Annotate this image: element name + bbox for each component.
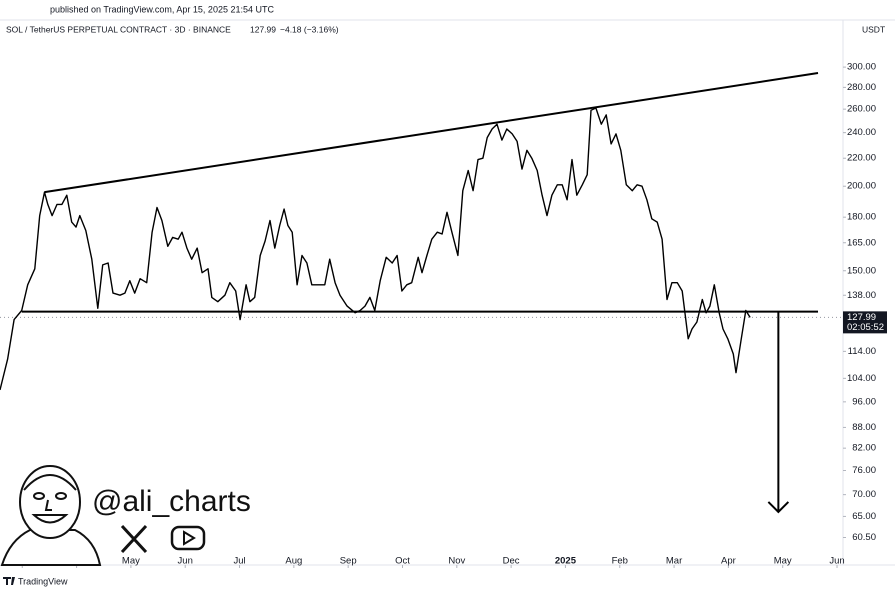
x-tick-label: Oct (395, 556, 410, 567)
y-tick-label: 150.00 (847, 265, 876, 276)
avatar-eye (55, 492, 67, 500)
avatar-smile (31, 514, 69, 524)
x-tick-label: Dec (503, 556, 520, 567)
y-tick-label: 240.00 (847, 127, 876, 138)
last-price: 127.99 (250, 24, 276, 34)
y-tick-label: 88.00 (852, 422, 876, 433)
y-tick-label: 180.00 (847, 212, 876, 223)
youtube-play (183, 530, 196, 546)
x-tick-label: 2025 (555, 556, 577, 567)
y-tick-label: 65.00 (852, 511, 876, 522)
x-tick-label: Feb (612, 556, 628, 567)
tv-logo (3, 577, 15, 585)
plot (0, 72, 843, 514)
y-tick-label: 165.00 (847, 237, 876, 248)
price-change: −4.18 (−3.16%) (280, 24, 339, 34)
y-tick-label: 300.00 (847, 62, 876, 73)
x-tick-label: Jun (178, 556, 193, 567)
x-tick-label: Apr (721, 556, 736, 567)
y-tick-label: 70.00 (852, 489, 876, 500)
x-tick-label: Jul (233, 556, 245, 567)
price-label: 127.99 (847, 312, 876, 323)
watermark: @ali_charts (0, 465, 251, 566)
trendline (44, 72, 819, 194)
avatar-hair (23, 474, 77, 491)
price-label-box (843, 311, 887, 334)
y-tick-label: 200.00 (847, 181, 876, 192)
y-tick-label: 280.00 (847, 82, 876, 93)
y-tick-label: 260.00 (847, 104, 876, 115)
y-tick-label: 82.00 (852, 443, 876, 454)
y-tick-label: 220.00 (847, 153, 876, 164)
y-tick-label: 96.00 (852, 396, 876, 407)
avatar-shoulders (0, 529, 102, 566)
x-tick-label: Nov (448, 556, 465, 567)
currency: USDT (862, 24, 885, 34)
avatar (0, 465, 102, 566)
avatar-head (19, 465, 81, 539)
x-tick-label: Mar (666, 556, 682, 567)
arrow-head (767, 501, 790, 514)
y-tick-label: 114.00 (848, 346, 876, 357)
avatar-nose (44, 499, 52, 511)
y-tick-label: 60.50 (852, 532, 876, 543)
price-line (0, 107, 751, 391)
published-note: published on TradingView.com, Apr 15, 20… (50, 4, 274, 14)
avatar-eye (33, 492, 45, 500)
youtube-icon (170, 525, 206, 551)
watermark-handle: @ali_charts (92, 485, 251, 518)
y-tick-label: 104.00 (847, 373, 876, 384)
y-tick-label: 138.00 (847, 290, 876, 301)
x-tick-label: Aug (285, 556, 302, 567)
x-tick-label: May (774, 556, 792, 567)
x-icon (120, 524, 148, 554)
brand: TradingView (18, 576, 68, 586)
symbol-title: SOL / TetherUS PERPETUAL CONTRACT · 3D ·… (6, 24, 231, 34)
x-tick-label: Jun (829, 556, 844, 567)
countdown: 02:05:52 (847, 322, 884, 333)
y-tick-label: 76.00 (852, 465, 876, 476)
x-tick-label: Sep (340, 556, 357, 567)
x-tick-label: May (122, 556, 140, 567)
